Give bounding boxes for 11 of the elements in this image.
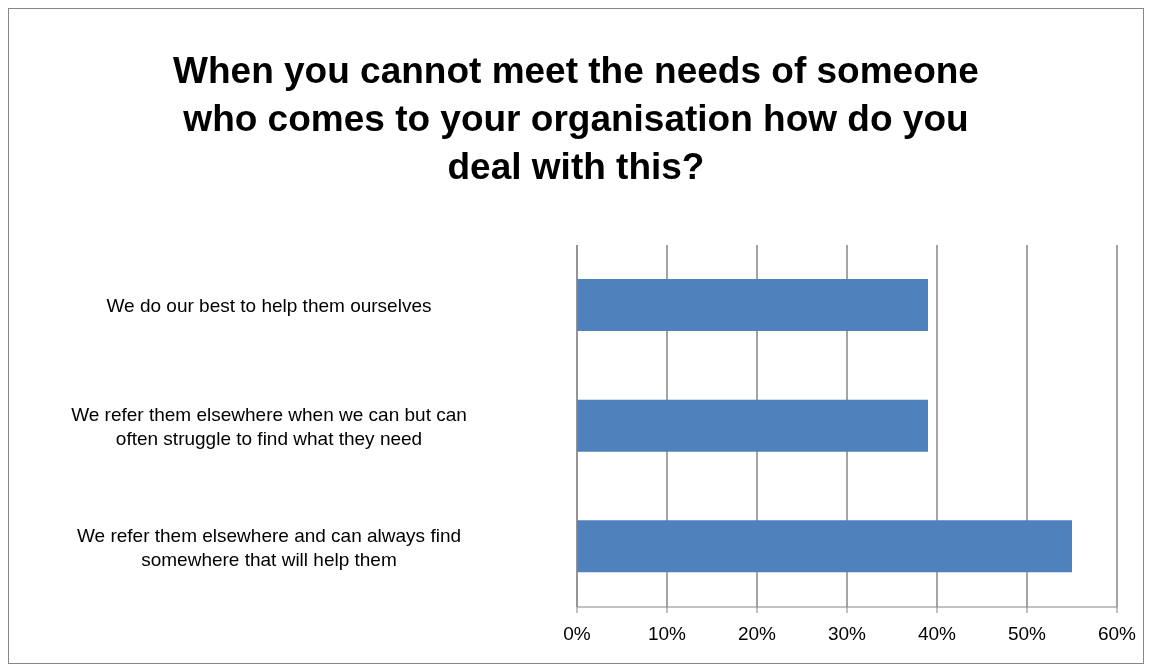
chart-title: When you cannot meet the needs of someone who comes to your organisation how do you deal with this? [172,49,980,189]
x-tick-label: 50% [1007,623,1047,645]
y-tick-label: We refer them elsewhere and can always find somewhere that will help them [76,524,462,570]
y-tick-label: We refer them elsewhere when we can but can often struggle to find what they need [71,403,467,449]
x-tick-label: 60% [1097,623,1137,645]
x-tick-label: 40% [917,623,957,645]
x-tick-label: 30% [827,623,867,645]
x-tick-label: 20% [737,623,777,645]
x-tick-label: 0% [563,623,591,645]
x-tick-label: 10% [647,623,687,645]
y-tick-label: We do our best to help them ourselves [106,294,432,316]
